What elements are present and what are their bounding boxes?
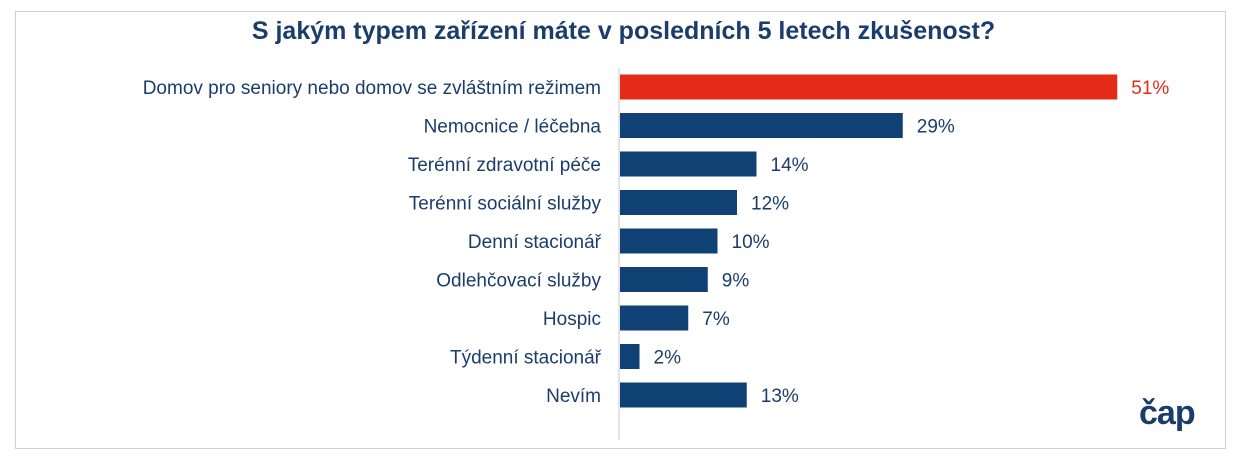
data-label: 13% (761, 386, 799, 407)
bar (620, 228, 718, 254)
data-label: 14% (771, 155, 809, 176)
bar (620, 151, 757, 177)
data-label: 12% (751, 194, 789, 215)
chart-title: S jakým typem zařízení máte v posledních… (251, 17, 996, 45)
data-label: 51% (1131, 78, 1169, 99)
category-label: Denní stacionář (468, 232, 602, 253)
bar (620, 113, 903, 138)
category-label: Terénní sociální služby (409, 194, 602, 215)
bar (620, 74, 1118, 100)
category-label: Hospic (543, 309, 601, 330)
cap-logo: čap (1139, 394, 1196, 432)
category-label: Terénní zdravotní péče (408, 155, 601, 176)
category-label: Nemocnice / léčebna (424, 117, 602, 138)
bar (620, 344, 640, 369)
bar (620, 382, 747, 408)
bar (620, 267, 708, 292)
data-label: 7% (702, 309, 730, 330)
bar (620, 190, 737, 215)
data-label: 9% (722, 271, 750, 292)
category-label: Domov pro seniory nebo domov se zvláštní… (143, 78, 601, 99)
bar (620, 305, 689, 331)
data-label: 10% (732, 232, 770, 253)
data-label: 29% (917, 117, 955, 138)
data-label: 2% (654, 348, 682, 369)
category-label: Nevím (546, 386, 601, 407)
category-label: Týdenní stacionář (450, 348, 602, 369)
category-label: Odlehčovací služby (436, 271, 601, 292)
